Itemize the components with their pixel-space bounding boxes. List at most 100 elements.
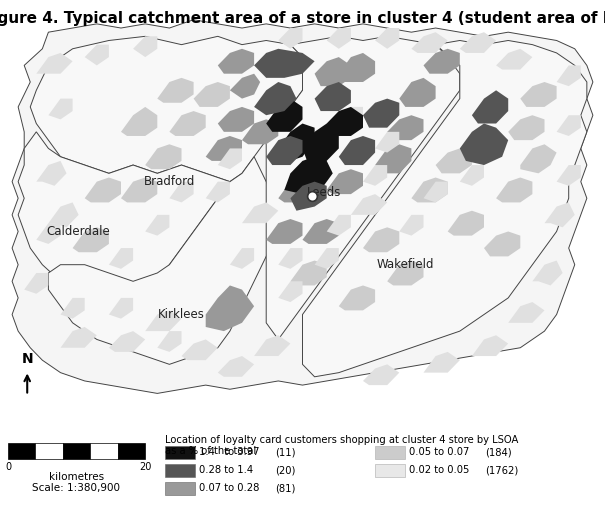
Bar xyxy=(375,464,405,477)
Polygon shape xyxy=(411,32,448,53)
Polygon shape xyxy=(557,165,581,186)
Polygon shape xyxy=(206,182,230,202)
Text: 20: 20 xyxy=(139,462,151,472)
Polygon shape xyxy=(399,78,436,107)
Polygon shape xyxy=(460,124,508,165)
Polygon shape xyxy=(109,298,133,319)
Polygon shape xyxy=(363,99,399,128)
Polygon shape xyxy=(48,99,73,119)
Polygon shape xyxy=(24,273,48,294)
Text: (1762): (1762) xyxy=(485,466,518,475)
Polygon shape xyxy=(157,78,194,103)
Polygon shape xyxy=(145,144,182,169)
Polygon shape xyxy=(302,40,587,377)
Polygon shape xyxy=(544,202,575,227)
Text: Wakefield: Wakefield xyxy=(376,258,434,271)
Polygon shape xyxy=(278,248,302,269)
Polygon shape xyxy=(12,20,593,393)
Text: 0.28 to 1.4: 0.28 to 1.4 xyxy=(199,466,253,475)
Bar xyxy=(165,482,195,495)
Polygon shape xyxy=(145,310,182,331)
Polygon shape xyxy=(496,49,532,70)
Text: Location of loyalty card customers shopping at cluster 4 store by LSOA: Location of loyalty card customers shopp… xyxy=(165,435,518,445)
Polygon shape xyxy=(375,132,399,153)
Text: 1.4   to 3.97: 1.4 to 3.97 xyxy=(199,447,260,457)
Text: (20): (20) xyxy=(275,466,295,475)
Polygon shape xyxy=(36,53,73,74)
Polygon shape xyxy=(278,177,315,202)
Polygon shape xyxy=(121,107,157,136)
Polygon shape xyxy=(460,32,496,53)
Polygon shape xyxy=(254,335,290,356)
Bar xyxy=(8,443,36,459)
Polygon shape xyxy=(278,124,315,161)
Polygon shape xyxy=(85,177,121,202)
Polygon shape xyxy=(375,144,411,173)
Polygon shape xyxy=(327,28,351,49)
Polygon shape xyxy=(109,331,145,352)
Polygon shape xyxy=(218,148,242,169)
Polygon shape xyxy=(266,219,302,244)
Polygon shape xyxy=(399,215,423,236)
Polygon shape xyxy=(36,161,67,186)
Polygon shape xyxy=(508,302,544,323)
Polygon shape xyxy=(242,202,278,223)
Bar xyxy=(63,443,90,459)
Text: Leeds: Leeds xyxy=(307,185,341,199)
Polygon shape xyxy=(302,124,339,165)
Polygon shape xyxy=(520,82,557,107)
Text: N: N xyxy=(21,352,33,366)
Polygon shape xyxy=(218,107,254,132)
Polygon shape xyxy=(315,57,351,86)
Bar xyxy=(165,446,195,459)
Text: Calderdale: Calderdale xyxy=(47,225,111,238)
Polygon shape xyxy=(327,169,363,194)
Polygon shape xyxy=(315,248,339,269)
Polygon shape xyxy=(133,36,157,57)
Polygon shape xyxy=(109,248,133,269)
Text: 0.07 to 0.28: 0.07 to 0.28 xyxy=(199,483,260,494)
Polygon shape xyxy=(339,107,363,128)
Polygon shape xyxy=(375,28,399,49)
Polygon shape xyxy=(532,261,563,285)
Polygon shape xyxy=(157,331,182,352)
Polygon shape xyxy=(424,352,460,373)
Text: Figure 4. Typical catchment area of a store in cluster 4 (student area of Le: Figure 4. Typical catchment area of a st… xyxy=(0,11,605,26)
Polygon shape xyxy=(18,132,230,298)
Polygon shape xyxy=(339,136,375,165)
Polygon shape xyxy=(436,148,472,173)
Polygon shape xyxy=(411,177,448,202)
Polygon shape xyxy=(266,99,302,132)
Text: Bradford: Bradford xyxy=(144,175,195,188)
Polygon shape xyxy=(242,119,278,144)
Polygon shape xyxy=(339,53,375,82)
Polygon shape xyxy=(30,36,315,182)
Text: 0.02 to 0.05: 0.02 to 0.05 xyxy=(409,466,469,475)
Text: (184): (184) xyxy=(485,447,512,457)
Polygon shape xyxy=(206,285,254,331)
Polygon shape xyxy=(424,49,460,74)
Text: Kirklees: Kirklees xyxy=(158,308,205,321)
Polygon shape xyxy=(60,298,85,319)
Polygon shape xyxy=(315,82,351,111)
Polygon shape xyxy=(302,219,339,244)
Polygon shape xyxy=(266,36,460,339)
Polygon shape xyxy=(387,261,423,285)
Polygon shape xyxy=(351,194,387,215)
Polygon shape xyxy=(290,182,327,211)
Polygon shape xyxy=(85,45,109,65)
Polygon shape xyxy=(278,28,302,49)
Polygon shape xyxy=(230,74,260,99)
Polygon shape xyxy=(424,182,448,202)
Text: 0.05 to 0.07: 0.05 to 0.07 xyxy=(409,447,469,457)
Polygon shape xyxy=(206,136,242,161)
Text: as a % of the total: as a % of the total xyxy=(165,446,257,456)
Polygon shape xyxy=(508,115,544,140)
Polygon shape xyxy=(448,211,484,236)
Polygon shape xyxy=(145,215,169,236)
Polygon shape xyxy=(460,165,484,186)
Polygon shape xyxy=(182,339,218,360)
Polygon shape xyxy=(290,261,327,285)
Polygon shape xyxy=(278,281,302,302)
Polygon shape xyxy=(218,49,254,74)
